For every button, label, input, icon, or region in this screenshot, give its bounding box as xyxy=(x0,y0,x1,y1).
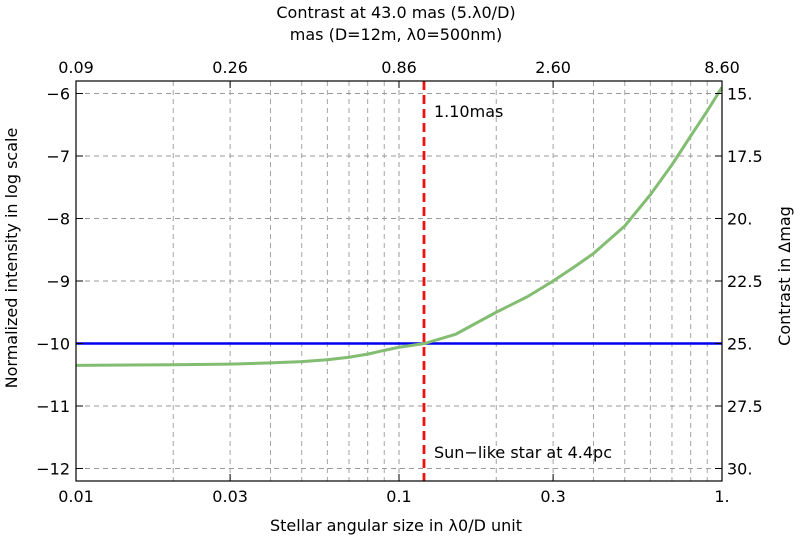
right-tick-label: 22.5 xyxy=(727,272,763,291)
y-tick-label: −10 xyxy=(36,335,70,354)
right-tick-label: 15. xyxy=(727,85,752,104)
y-axis-label: Normalized intensity in log scale xyxy=(2,128,21,389)
x-tick-label: 0.3 xyxy=(540,487,565,506)
title-line-1: Contrast at 43.0 mas (5.λ0/D) xyxy=(276,3,515,22)
y-tick-label: −9 xyxy=(46,272,70,291)
top-tick-label: 0.26 xyxy=(212,58,248,77)
right-tick-label: 20. xyxy=(727,210,752,229)
x-axis-label: Stellar angular size in λ0/D unit xyxy=(270,516,522,535)
series-line xyxy=(76,86,722,367)
title-line-2: mas (D=12m, λ0=500nm) xyxy=(290,25,502,44)
y-tick-label: −6 xyxy=(46,85,70,104)
y2-axis-label: Contrast in Δmag xyxy=(775,206,794,346)
right-tick-label: 30. xyxy=(727,460,752,479)
x-tick-label: 0.1 xyxy=(386,487,411,506)
annotation-angular-size: 1.10mas xyxy=(434,102,503,121)
x-tick-label: 0.03 xyxy=(212,487,248,506)
x-tick-label: 1. xyxy=(714,487,729,506)
top-tick-label: 0.09 xyxy=(58,58,94,77)
y-tick-label: −12 xyxy=(36,460,70,479)
top-tick-label: 0.86 xyxy=(381,58,417,77)
tick-layer: 0.01 0.03 0.1 0.3 1. 0.09 0.26 0.86 2.60 8.60 −6 −7… xyxy=(36,58,762,506)
series-layer xyxy=(76,81,722,481)
y-tick-label: −7 xyxy=(46,147,70,166)
x-tick-label: 0.01 xyxy=(58,487,94,506)
annotation-star-distance: Sun−like star at 4.4pc xyxy=(434,443,612,462)
top-tick-label: 2.60 xyxy=(535,58,571,77)
y-tick-label: −8 xyxy=(46,210,70,229)
top-tick-label: 8.60 xyxy=(704,58,740,77)
right-tick-label: 17.5 xyxy=(727,147,763,166)
right-tick-label: 25. xyxy=(727,335,752,354)
y-tick-label: −11 xyxy=(36,397,70,416)
grid xyxy=(75,81,723,481)
right-tick-label: 27.5 xyxy=(727,397,763,416)
